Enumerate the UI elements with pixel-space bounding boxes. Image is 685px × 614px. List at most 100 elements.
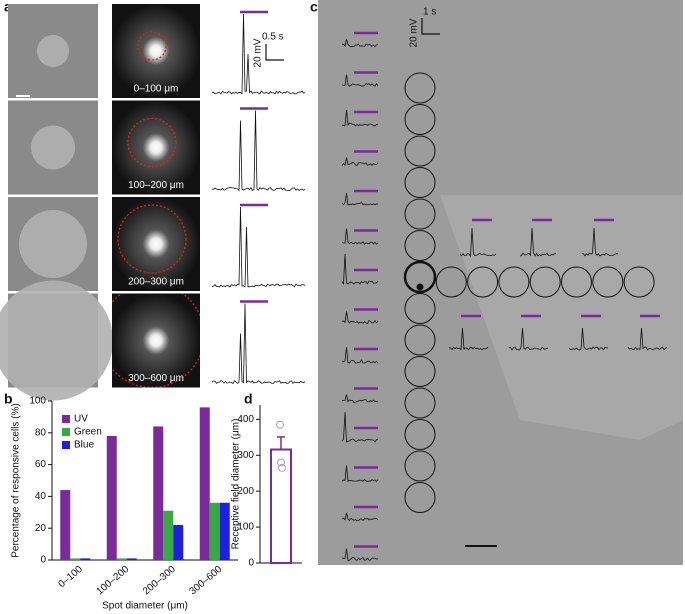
y-tick-label: 100 xyxy=(29,396,46,407)
y-tick-label: 40 xyxy=(35,491,47,502)
x-tick-label: 300–600 xyxy=(187,564,224,598)
time-scale: 0.5 s xyxy=(262,32,284,43)
trace xyxy=(581,227,619,257)
data-point xyxy=(276,420,284,429)
bar xyxy=(80,558,91,560)
scale-bar xyxy=(265,44,284,61)
rf-circle xyxy=(404,324,436,356)
bar xyxy=(70,558,81,560)
stimulus-spot xyxy=(0,280,113,401)
panel-label: d xyxy=(244,391,253,407)
rf-circle xyxy=(117,204,187,274)
trace xyxy=(341,253,379,285)
trace xyxy=(341,38,379,48)
x-axis-label: Spot diameter (μm) xyxy=(102,601,188,612)
cell-image xyxy=(112,4,200,98)
rf-circle xyxy=(592,266,624,298)
rf-circle xyxy=(403,260,437,294)
rf-circle xyxy=(498,266,530,298)
x-tick-label: 100–200 xyxy=(94,564,131,598)
stimulus-spot xyxy=(31,125,75,170)
trace xyxy=(341,512,379,522)
bar xyxy=(270,448,292,565)
trace xyxy=(508,327,549,351)
panel-c: 1 s20 mV xyxy=(318,0,683,565)
rf-circle xyxy=(404,230,436,261)
rf-circle xyxy=(404,356,436,387)
spot-label: 200–300 μm xyxy=(128,277,184,288)
rf-circle xyxy=(467,266,499,298)
trace xyxy=(341,311,379,325)
y-axis-label: Receptive field diameter (μm) xyxy=(231,419,242,550)
legend-swatch xyxy=(62,428,70,436)
y-tick-label: 60 xyxy=(35,459,47,470)
trace xyxy=(211,13,306,95)
trace xyxy=(341,465,379,482)
rf-circle xyxy=(404,419,436,450)
bar xyxy=(153,426,164,560)
data-point xyxy=(277,458,285,467)
y-tick-label: 200 xyxy=(237,486,254,497)
y-tick-label: 300 xyxy=(237,450,254,461)
legend-swatch xyxy=(62,441,70,449)
bar xyxy=(116,558,127,560)
legend-label: Green xyxy=(74,427,102,438)
x-tick-label: 200–300 xyxy=(141,564,178,598)
rf-circle xyxy=(127,117,177,168)
rf-circle xyxy=(404,104,436,135)
rf-circle xyxy=(529,266,561,298)
cell-image xyxy=(112,293,200,388)
trace xyxy=(211,206,306,288)
trace xyxy=(341,394,379,403)
bar xyxy=(126,558,137,560)
rf-circle xyxy=(404,387,436,419)
legend-label: Blue xyxy=(74,440,94,451)
voltage-scale: 20 mV xyxy=(409,18,420,47)
spot-label: 100–200 μm xyxy=(128,180,184,191)
trace xyxy=(342,109,379,127)
rf-circle xyxy=(404,450,436,482)
bar xyxy=(219,502,230,560)
cell-body xyxy=(416,283,424,291)
data-point xyxy=(278,463,286,472)
panel-label: b xyxy=(4,391,13,407)
y-tick-label: 20 xyxy=(35,523,47,534)
rf-circle xyxy=(404,482,436,513)
trace xyxy=(341,192,379,206)
trace xyxy=(341,346,379,364)
trace xyxy=(627,327,668,351)
trace xyxy=(211,303,306,385)
bar xyxy=(163,510,174,560)
y-tick-label: 400 xyxy=(237,414,254,425)
y-tick-label: 80 xyxy=(35,427,47,438)
trace xyxy=(341,157,379,167)
rf-circle xyxy=(404,135,436,167)
bar xyxy=(173,525,184,560)
time-scale: 1 s xyxy=(423,7,436,18)
scale-bar xyxy=(421,18,440,35)
y-tick-label: 100 xyxy=(237,522,254,533)
y-tick-label: 0 xyxy=(40,555,46,566)
bar xyxy=(60,490,71,560)
trace xyxy=(341,74,379,87)
rf-circle xyxy=(404,293,436,324)
rf-circle xyxy=(404,198,436,230)
rf-circle xyxy=(404,167,436,198)
bar xyxy=(209,502,220,560)
trace xyxy=(341,411,379,443)
trace xyxy=(568,327,609,351)
trace xyxy=(448,327,489,351)
spot-label: 300–600 μm xyxy=(128,373,184,384)
charts: 0 20 40 60 80 100 Percentage of responsive cel… xyxy=(11,396,302,612)
voltage-scale: 20 mV xyxy=(253,38,264,67)
trace xyxy=(211,110,306,192)
legend-swatch xyxy=(62,415,70,423)
stimulus-spot xyxy=(19,210,87,278)
spot-label: 0–100 μm xyxy=(134,84,179,95)
y-axis-label: Percentage of responsive cells (%) xyxy=(11,403,22,558)
rf-circle xyxy=(435,266,467,298)
rf-circle xyxy=(404,72,436,104)
rf-circle xyxy=(137,31,167,61)
bar xyxy=(199,407,210,560)
